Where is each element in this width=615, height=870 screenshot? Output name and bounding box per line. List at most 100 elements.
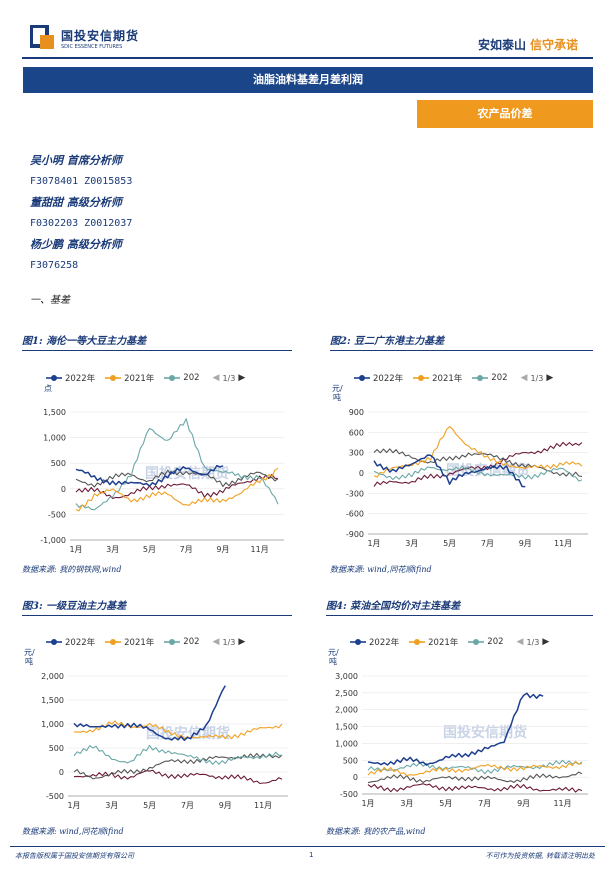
y-tick-label: 0: [359, 469, 364, 478]
x-tick-label: 7月: [180, 545, 193, 554]
header-divider: [22, 57, 593, 59]
footer-divider: [10, 846, 605, 847]
y-axis-unit: 元/吨: [24, 648, 35, 666]
legend-page-indicator: 1/3: [526, 637, 540, 647]
y-tick-label: 2,000: [41, 672, 64, 681]
y-axis-unit: 元/吨: [332, 384, 343, 402]
analyst-name: 吴小明 首席分析师: [30, 154, 122, 167]
analyst-name: 董甜甜 高级分析师: [30, 196, 122, 209]
footer-copyright: 本报告版权属于国投安信期货有限公司: [15, 852, 134, 860]
y-tick-label: 1,500: [43, 408, 66, 417]
y-tick-label: 1,000: [43, 434, 66, 443]
legend-label: 2022年: [65, 374, 96, 384]
series-line-series-5: [367, 783, 583, 793]
y-tick-label: -600: [346, 510, 364, 519]
legend-next-icon[interactable]: ▶: [238, 373, 246, 383]
series-line-202: [373, 465, 583, 482]
watermark: 国投安信期货: [145, 465, 229, 482]
x-tick-label: 1月: [367, 539, 380, 548]
figure-source: 数据来源: wind,同花顺ifind: [22, 827, 124, 836]
y-tick-label: -900: [346, 530, 364, 539]
legend-label: 2022年: [369, 638, 400, 648]
legend-item[interactable]: 202: [164, 637, 200, 647]
series-line-2021年: [75, 467, 279, 512]
figure-2: 图2: 豆二广东港主力基差: [330, 332, 593, 351]
legend-prev-icon[interactable]: ◀: [516, 637, 524, 647]
chart-legend: 2022年 2021年 202 ◀ 1/3 ▶: [350, 636, 552, 648]
section-title: 一、基差: [30, 295, 70, 306]
legend-swatch-icon: [105, 639, 122, 645]
x-tick-label: 1月: [67, 801, 80, 810]
legend-next-icon[interactable]: ▶: [542, 637, 550, 647]
legend-label: 2021年: [432, 374, 463, 384]
y-tick-label: -500: [48, 510, 66, 519]
legend-swatch-icon: [413, 375, 430, 381]
chart-legend: 2022年 2021年 202 ◀ 1/3 ▶: [354, 372, 556, 384]
x-tick-label: 1月: [361, 799, 374, 808]
y-tick-label: 0: [353, 773, 358, 782]
series-line-2021年: [74, 720, 283, 740]
analyst-list: 吴小明 首席分析师 F3078401 Z0015853 董甜甜 高级分析师 F0…: [30, 150, 132, 276]
analyst-code: F3078401 Z0015853: [30, 176, 133, 187]
figure-1: 图1: 海伦一等大豆主力基差: [22, 332, 292, 351]
x-tick-label: 3月: [106, 545, 119, 554]
legend-label: 2021年: [124, 638, 155, 648]
series-line-2022年: [73, 685, 226, 742]
legend-next-icon[interactable]: ▶: [546, 373, 554, 383]
y-tick-label: -500: [46, 792, 64, 801]
legend-item[interactable]: 202: [472, 373, 508, 383]
legend-item[interactable]: 2021年: [105, 372, 154, 384]
y-tick-label: 2,500: [335, 689, 358, 698]
legend-prev-icon[interactable]: ◀: [212, 637, 220, 647]
legend-item[interactable]: 2021年: [105, 636, 154, 648]
x-tick-label: 5月: [439, 799, 452, 808]
legend-item[interactable]: 2021年: [409, 636, 458, 648]
legend-item[interactable]: 2022年: [46, 372, 95, 384]
legend-prev-icon[interactable]: ◀: [212, 373, 220, 383]
legend-item[interactable]: 2022年: [354, 372, 403, 384]
x-tick-label: 9月: [216, 545, 229, 554]
y-tick-label: 900: [349, 408, 364, 417]
legend-item[interactable]: 202: [164, 373, 200, 383]
legend-swatch-icon: [350, 639, 366, 645]
y-tick-label: 300: [349, 449, 364, 458]
figure-title: 图1: 海伦一等大豆主力基差: [22, 332, 292, 351]
legend-item[interactable]: 202: [468, 637, 504, 647]
series-line-202: [75, 418, 279, 511]
y-tick-label: -1,000: [40, 536, 66, 545]
legend-pager: ◀ 1/3 ▶: [514, 637, 553, 647]
y-tick-label: 3,000: [335, 672, 358, 681]
legend-swatch-icon: [409, 639, 426, 645]
y-tick-label: 600: [349, 428, 364, 437]
figure-title: 图3: 一级豆油主力基差: [22, 597, 292, 616]
legend-page-indicator: 1/3: [222, 637, 236, 647]
figure-title: 图4: 菜油全国均价对主连基差: [326, 597, 593, 616]
legend-prev-icon[interactable]: ◀: [520, 373, 528, 383]
legend-pager: ◀ 1/3 ▶: [210, 373, 249, 383]
series-line-series-5: [75, 473, 279, 500]
legend-item[interactable]: 2021年: [413, 372, 462, 384]
y-tick-label: 1,000: [41, 720, 64, 729]
legend-item[interactable]: 2022年: [350, 636, 399, 648]
watermark: 国投安信期货: [146, 725, 230, 742]
y-tick-label: -500: [340, 790, 358, 799]
x-tick-label: 7月: [181, 801, 194, 810]
legend-page-indicator: 1/3: [222, 373, 236, 383]
legend-next-icon[interactable]: ▶: [238, 637, 246, 647]
y-tick-label: 500: [343, 756, 358, 765]
legend-swatch-icon: [164, 375, 181, 381]
x-tick-label: 3月: [105, 801, 118, 810]
figure-4: 图4: 菜油全国均价对主连基差: [326, 597, 593, 616]
analyst-name: 杨少鹏 高级分析师: [30, 238, 122, 251]
series-line-2022年: [373, 454, 526, 488]
legend-pager: ◀ 1/3 ▶: [518, 373, 557, 383]
legend-swatch-icon: [105, 375, 122, 381]
logo-name: 国投安信期货: [61, 28, 140, 43]
legend-label: 2021年: [428, 638, 459, 648]
legend-item[interactable]: 2022年: [46, 636, 95, 648]
slogan-part-2: 信守承诺: [529, 38, 578, 52]
x-tick-label: 11月: [553, 799, 571, 808]
